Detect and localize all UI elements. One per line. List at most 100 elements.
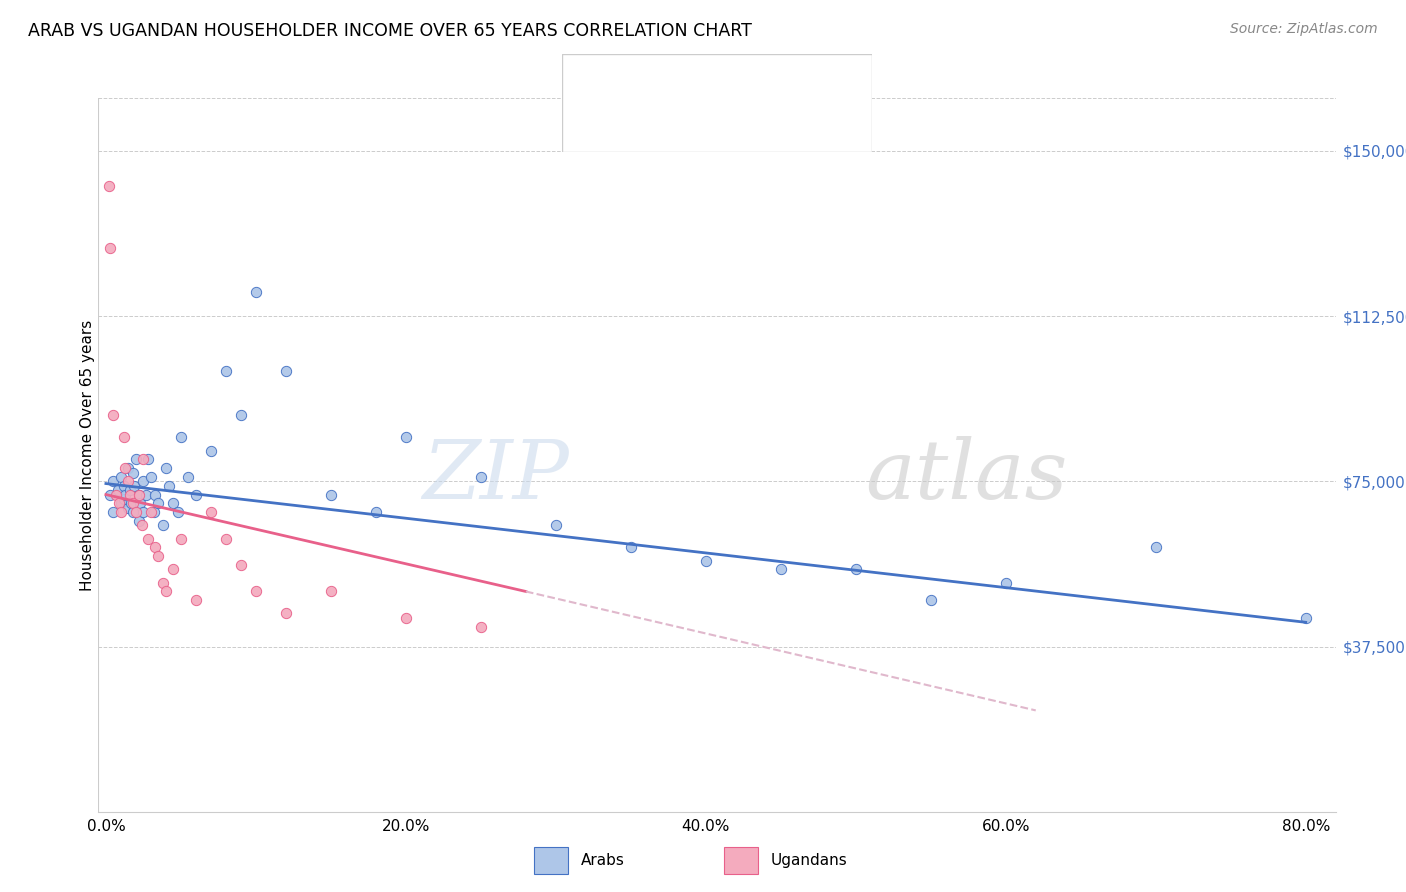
- Point: [200, 505, 222, 519]
- Point: [769, 562, 792, 576]
- Point: [215, 364, 238, 378]
- Text: 32: 32: [789, 118, 810, 133]
- Point: [108, 496, 131, 510]
- Point: [105, 487, 128, 501]
- Point: [117, 461, 139, 475]
- Point: [100, 241, 122, 255]
- Point: [470, 470, 492, 484]
- Point: [132, 475, 155, 489]
- Text: R =: R =: [621, 118, 657, 133]
- Point: [135, 487, 157, 501]
- Point: [148, 549, 170, 564]
- Point: [215, 532, 238, 546]
- Point: [110, 496, 132, 510]
- Point: [470, 620, 492, 634]
- Point: [122, 466, 145, 480]
- Point: [395, 611, 418, 625]
- Point: [148, 496, 170, 510]
- Point: [122, 496, 145, 510]
- Point: [136, 532, 159, 546]
- Point: [162, 562, 184, 576]
- Point: [124, 479, 146, 493]
- Point: [118, 487, 141, 501]
- Point: [103, 475, 125, 489]
- Point: [128, 487, 150, 501]
- Point: [155, 461, 177, 475]
- Point: [319, 487, 342, 501]
- Point: [152, 575, 174, 590]
- Point: [125, 452, 148, 467]
- Point: [1295, 611, 1317, 625]
- Point: [125, 505, 148, 519]
- Point: [129, 496, 152, 510]
- Point: [139, 470, 162, 484]
- Point: [184, 593, 207, 607]
- Point: [162, 496, 184, 510]
- Point: [131, 518, 153, 533]
- Point: [544, 518, 567, 533]
- Point: [112, 430, 135, 444]
- Point: [157, 479, 180, 493]
- Text: 54: 54: [789, 71, 810, 87]
- Point: [103, 505, 125, 519]
- Point: [695, 554, 717, 568]
- Text: -0.211: -0.211: [665, 71, 721, 87]
- Point: [128, 514, 150, 528]
- FancyBboxPatch shape: [534, 847, 568, 874]
- Point: [112, 479, 135, 493]
- Text: Source: ZipAtlas.com: Source: ZipAtlas.com: [1230, 22, 1378, 37]
- Point: [107, 483, 129, 498]
- Point: [132, 452, 155, 467]
- Point: [136, 452, 159, 467]
- Point: [97, 179, 120, 194]
- Point: [103, 409, 125, 423]
- Point: [184, 487, 207, 501]
- Point: [620, 541, 643, 555]
- Point: [167, 505, 190, 519]
- Point: [170, 430, 193, 444]
- Point: [145, 541, 167, 555]
- Point: [200, 443, 222, 458]
- Text: N =: N =: [745, 118, 780, 133]
- Text: -0.192: -0.192: [665, 118, 721, 133]
- Point: [114, 487, 136, 501]
- Point: [122, 505, 145, 519]
- Point: [114, 461, 136, 475]
- Text: atlas: atlas: [866, 436, 1069, 516]
- Point: [112, 491, 135, 506]
- Point: [274, 607, 297, 621]
- Point: [170, 532, 193, 546]
- Point: [177, 470, 200, 484]
- Point: [229, 409, 252, 423]
- Point: [139, 505, 162, 519]
- Point: [118, 483, 141, 498]
- Point: [364, 505, 387, 519]
- Point: [110, 505, 132, 519]
- Point: [920, 593, 942, 607]
- Text: ARAB VS UGANDAN HOUSEHOLDER INCOME OVER 65 YEARS CORRELATION CHART: ARAB VS UGANDAN HOUSEHOLDER INCOME OVER …: [28, 22, 752, 40]
- Point: [319, 584, 342, 599]
- Text: N =: N =: [745, 71, 780, 87]
- Point: [994, 575, 1017, 590]
- Text: Ugandans: Ugandans: [770, 854, 848, 868]
- Point: [274, 364, 297, 378]
- Point: [110, 470, 132, 484]
- FancyBboxPatch shape: [562, 54, 872, 152]
- Point: [245, 285, 267, 299]
- Point: [152, 518, 174, 533]
- Point: [132, 505, 155, 519]
- Point: [117, 475, 139, 489]
- Point: [155, 584, 177, 599]
- Point: [845, 562, 868, 576]
- FancyBboxPatch shape: [575, 110, 609, 142]
- Point: [100, 487, 122, 501]
- Text: R =: R =: [621, 71, 657, 87]
- Point: [117, 500, 139, 515]
- Point: [395, 430, 418, 444]
- Y-axis label: Householder Income Over 65 years: Householder Income Over 65 years: [80, 319, 94, 591]
- Point: [142, 505, 165, 519]
- Point: [128, 487, 150, 501]
- FancyBboxPatch shape: [724, 847, 758, 874]
- Point: [120, 496, 142, 510]
- Point: [1144, 541, 1167, 555]
